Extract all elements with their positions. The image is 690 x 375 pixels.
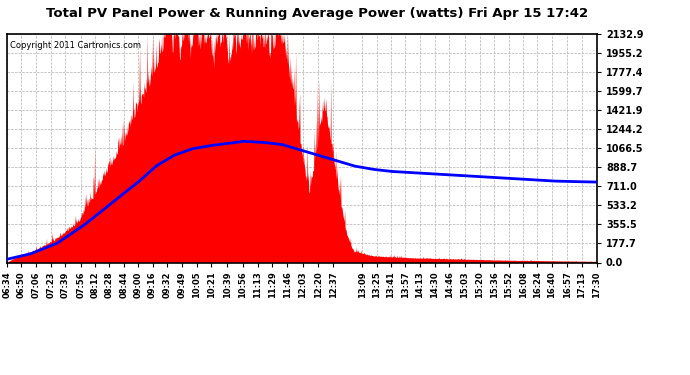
Text: Total PV Panel Power & Running Average Power (watts) Fri Apr 15 17:42: Total PV Panel Power & Running Average P… bbox=[46, 8, 589, 21]
Text: Copyright 2011 Cartronics.com: Copyright 2011 Cartronics.com bbox=[10, 40, 141, 50]
